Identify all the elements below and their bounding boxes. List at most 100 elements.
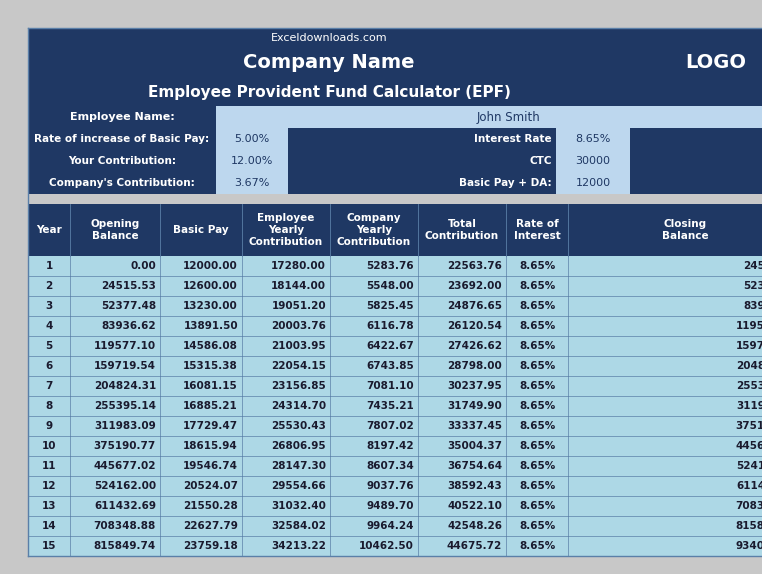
Text: 8.65%: 8.65% [519,481,555,491]
Text: 26806.95: 26806.95 [271,441,326,451]
Bar [568,376,762,396]
Bar [70,436,160,456]
Bar [556,128,630,150]
Text: 18144.00: 18144.00 [271,281,326,291]
Bar [70,476,160,496]
Text: 35004.37: 35004.37 [447,441,502,451]
Text: 52377.48: 52377.48 [743,281,762,291]
Text: 22627.79: 22627.79 [183,521,238,531]
Text: 708348.88: 708348.88 [736,501,762,511]
Bar [330,376,418,396]
Bar [242,436,330,456]
Bar [330,356,418,376]
Text: 311983.09: 311983.09 [94,421,156,431]
Bar [70,256,160,276]
Text: 21003.95: 21003.95 [271,341,326,351]
Bar [330,456,418,476]
Text: 8607.34: 8607.34 [367,461,414,471]
Text: 32584.02: 32584.02 [271,521,326,531]
Bar [70,296,160,316]
Bar [242,336,330,356]
Text: 1: 1 [46,261,53,271]
Bar [506,536,568,556]
Text: 24314.70: 24314.70 [271,401,326,411]
Text: 16081.15: 16081.15 [183,381,238,391]
Bar [70,416,160,436]
Text: 24515.53: 24515.53 [743,261,762,271]
Text: 16885.21: 16885.21 [183,401,238,411]
Bar [630,78,762,106]
Text: 22054.15: 22054.15 [271,361,326,371]
Bar [418,256,506,276]
Bar [70,204,160,256]
Text: 4: 4 [45,321,53,331]
Text: 83936.62: 83936.62 [101,321,156,331]
Text: 6116.78: 6116.78 [367,321,414,331]
Bar [28,336,70,356]
Text: 12600.00: 12600.00 [183,281,238,291]
Bar [506,276,568,296]
Text: 119577.10: 119577.10 [94,341,156,351]
Bar [506,296,568,316]
Text: 13: 13 [42,501,56,511]
Text: 9: 9 [46,421,53,431]
Bar [28,276,70,296]
Text: 12000.00: 12000.00 [183,261,238,271]
Bar [160,256,242,276]
Bar [418,356,506,376]
Text: 8197.42: 8197.42 [367,441,414,451]
Bar [330,276,418,296]
Text: Employee Name:: Employee Name: [69,112,174,122]
Bar [330,516,418,536]
Bar [568,204,762,256]
Bar [418,204,506,256]
Bar [568,456,762,476]
Bar [330,204,418,256]
Bar [160,416,242,436]
Bar [630,28,762,48]
Text: 8.65%: 8.65% [519,421,555,431]
Bar [28,78,630,106]
Text: 28147.30: 28147.30 [271,461,326,471]
Text: 12: 12 [42,481,56,491]
Bar [28,456,70,476]
Bar [568,256,762,276]
Text: LOGO: LOGO [686,53,747,72]
Text: 9489.70: 9489.70 [367,501,414,511]
Text: 8.65%: 8.65% [519,461,555,471]
Text: 524162.00: 524162.00 [94,481,156,491]
Text: 815849.74: 815849.74 [94,541,156,551]
Bar [568,276,762,296]
Text: 8.65%: 8.65% [519,341,555,351]
Text: Rate of
Interest: Rate of Interest [514,219,560,241]
Bar [28,536,70,556]
Text: 8.65%: 8.65% [519,401,555,411]
Text: CTC: CTC [530,156,552,166]
Bar [242,204,330,256]
Text: 9037.76: 9037.76 [367,481,414,491]
Text: 524162.00: 524162.00 [736,461,762,471]
Text: Employee Provident Fund Calculator (EPF): Employee Provident Fund Calculator (EPF) [148,84,511,99]
Text: 44675.72: 44675.72 [447,541,502,551]
Bar [70,276,160,296]
Bar [418,296,506,316]
Text: 15: 15 [42,541,56,551]
Text: 17729.47: 17729.47 [183,421,238,431]
Text: 8.65%: 8.65% [519,261,555,271]
Bar [28,48,630,78]
Text: 11: 11 [42,461,56,471]
Bar [160,204,242,256]
Text: 19051.20: 19051.20 [271,301,326,311]
Text: 8.65%: 8.65% [519,321,555,331]
Bar [418,316,506,336]
Bar [556,150,630,172]
Text: 8.65%: 8.65% [519,521,555,531]
Bar [418,336,506,356]
Bar [28,496,70,516]
Text: 23759.18: 23759.18 [183,541,238,551]
Text: 29554.66: 29554.66 [271,481,326,491]
Bar [630,106,762,128]
Bar [160,276,242,296]
Bar [216,106,630,128]
Bar [330,416,418,436]
